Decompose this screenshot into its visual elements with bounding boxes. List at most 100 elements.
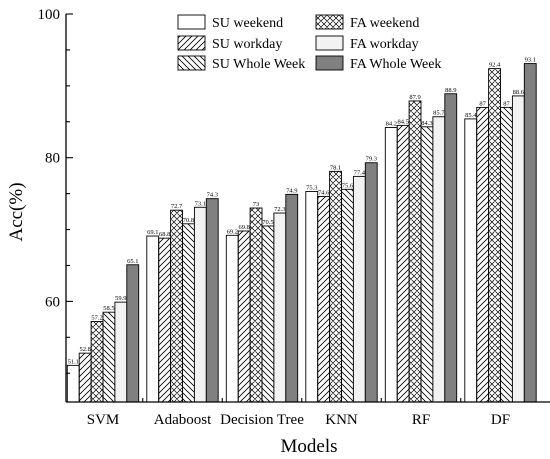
data-label-adaboost-fa-weekend: 72.7 — [171, 203, 183, 210]
y-axis-ticks: 60 80 100 — [38, 7, 73, 374]
bar-decision-tree-fa-workday — [273, 212, 287, 403]
bar-adaboost-fa-whole-week — [205, 198, 219, 403]
data-label-svm-su-weekend: 51.1 — [68, 358, 79, 365]
data-label-knn-su-whole-week: 75.6 — [342, 182, 354, 189]
legend-label: SU Whole Week — [212, 57, 305, 72]
bar-decision-tree-su-weekend — [225, 234, 239, 403]
legend-item-su-whole-week: SU Whole Week — [177, 55, 305, 72]
legend-item-fa-workday: FA workday — [315, 35, 419, 52]
y-tick-label: 80 — [45, 151, 60, 167]
data-label-knn-su-workday: 74.6 — [318, 190, 330, 197]
bar-knn-su-whole-week — [341, 188, 354, 403]
data-label-df-fa-weekend: 92.4 — [489, 62, 501, 69]
legend-swatch — [315, 14, 344, 30]
bar-df-su-workday — [476, 106, 490, 403]
legend-swatch — [177, 55, 206, 71]
bar-adaboost-su-workday — [158, 237, 172, 403]
legend-swatch — [177, 14, 206, 30]
bar-adaboost-fa-workday — [193, 206, 207, 403]
bar-df-fa-workday — [511, 95, 525, 403]
bar-svm-su-weekend — [66, 364, 80, 403]
legend-item-fa-whole-week: FA Whole Week — [315, 55, 441, 72]
bar-knn-su-workday — [317, 196, 331, 403]
bar-rf-su-weekend — [384, 127, 398, 403]
x-tick-label-df: DF — [491, 412, 510, 428]
legend-label: SU weekend — [212, 16, 283, 31]
bar-df-fa-whole-week — [523, 63, 537, 403]
data-label-adaboost-su-workday: 68.8 — [159, 231, 170, 238]
data-label-svm-su-workday: 52.8 — [79, 346, 90, 353]
x-tick-label-svm: SVM — [87, 412, 120, 428]
y-tick-label: 60 — [45, 294, 60, 310]
bar-rf-su-whole-week — [420, 126, 434, 403]
bar-svm-fa-whole-week — [126, 264, 140, 403]
x-tick-label-adaboost: Adaboost — [154, 412, 212, 428]
bar-df-fa-weekend — [488, 68, 501, 403]
data-label-decision-tree-su-whole-week: 70.5 — [262, 219, 273, 226]
data-label-decision-tree-fa-whole-week: 74.9 — [286, 187, 297, 194]
legend-label: SU workday — [212, 37, 282, 52]
legend-item-fa-weekend: FA weekend — [315, 14, 419, 31]
bar-svm-fa-weekend — [90, 321, 104, 403]
legend-swatch — [315, 55, 344, 71]
x-tick-label-decision-tree: Decision Tree — [220, 412, 304, 428]
data-label-rf-fa-whole-week: 88.9 — [445, 87, 456, 94]
y-tick-label: 100 — [38, 7, 61, 23]
bar-knn-su-weekend — [305, 191, 319, 403]
bar-adaboost-su-whole-week — [182, 223, 195, 403]
data-label-svm-fa-whole-week: 65.1 — [127, 258, 138, 265]
bar-decision-tree-fa-whole-week — [285, 193, 299, 403]
legend-label: FA Whole Week — [350, 57, 441, 72]
data-label-knn-su-weekend: 75.3 — [306, 184, 317, 191]
data-label-decision-tree-su-weekend: 69.2 — [227, 228, 238, 235]
x-axis-title: Models — [281, 436, 338, 457]
data-label-df-su-whole-week: 87 — [503, 100, 510, 107]
bar-knn-fa-workday — [352, 175, 366, 403]
bar-df-su-weekend — [464, 118, 478, 403]
bar-decision-tree-su-whole-week — [261, 225, 275, 403]
data-label-df-su-weekend: 85.4 — [465, 112, 477, 119]
bar-decision-tree-fa-weekend — [249, 207, 263, 403]
data-label-decision-tree-fa-workday: 72.3 — [274, 206, 285, 213]
bar-rf-fa-workday — [432, 116, 446, 403]
bar-df-su-whole-week — [500, 106, 513, 403]
data-label-svm-fa-workday: 59.9 — [115, 295, 126, 302]
bar-rf-fa-whole-week — [444, 93, 458, 403]
data-label-rf-fa-workday: 85.7 — [433, 110, 445, 117]
data-label-svm-su-whole-week: 58.5 — [103, 305, 114, 312]
bar-svm-fa-workday — [114, 301, 128, 403]
legend-item-su-weekend: SU weekend — [177, 14, 283, 31]
bar-svm-su-whole-week — [102, 311, 116, 403]
legend-swatch — [177, 35, 206, 51]
bar-decision-tree-su-workday — [237, 230, 251, 403]
data-label-knn-fa-whole-week: 79.3 — [366, 156, 377, 163]
bar-knn-fa-whole-week — [364, 162, 378, 403]
data-label-rf-fa-weekend: 87.9 — [409, 94, 420, 101]
data-label-df-fa-whole-week: 93.1 — [525, 57, 536, 64]
data-label-rf-su-workday: 84.5 — [397, 118, 408, 125]
data-label-svm-fa-weekend: 57.2 — [91, 315, 102, 322]
data-label-adaboost-fa-whole-week: 74.3 — [207, 192, 218, 199]
data-label-rf-su-whole-week: 84.3 — [421, 120, 432, 127]
bar-knn-fa-weekend — [329, 170, 342, 403]
data-label-knn-fa-workday: 77.4 — [354, 169, 366, 176]
x-tick-label-rf: RF — [412, 412, 430, 428]
y-axis-title: Acc(%) — [6, 182, 27, 241]
legend-item-su-workday: SU workday — [177, 35, 282, 52]
data-label-decision-tree-fa-weekend: 73 — [253, 201, 260, 208]
data-label-adaboost-su-whole-week: 70.8 — [183, 217, 194, 224]
bar-adaboost-su-weekend — [146, 235, 160, 403]
data-label-decision-tree-su-workday: 69.8 — [238, 224, 249, 231]
x-tick-label-knn: KNN — [325, 412, 358, 428]
data-label-adaboost-su-weekend: 69.1 — [147, 229, 158, 236]
bar-svm-su-workday — [78, 352, 92, 403]
data-label-knn-fa-weekend: 78.1 — [330, 164, 341, 171]
legend-swatch — [315, 35, 344, 51]
bar-adaboost-fa-weekend — [170, 209, 183, 403]
bars-layer — [66, 63, 537, 403]
legend-label: FA weekend — [350, 16, 419, 31]
legend: SU weekend SU workday SU Whole Week FA week… — [177, 14, 441, 72]
data-labels-layer: 51.152.8 57.258.559.9 65.1 69.1 68.8 72.770.8… — [68, 57, 536, 366]
legend-label: FA workday — [350, 37, 419, 52]
x-axis-ticks: SVM Adaboost Decision Tree KNN RF DF — [87, 395, 510, 428]
